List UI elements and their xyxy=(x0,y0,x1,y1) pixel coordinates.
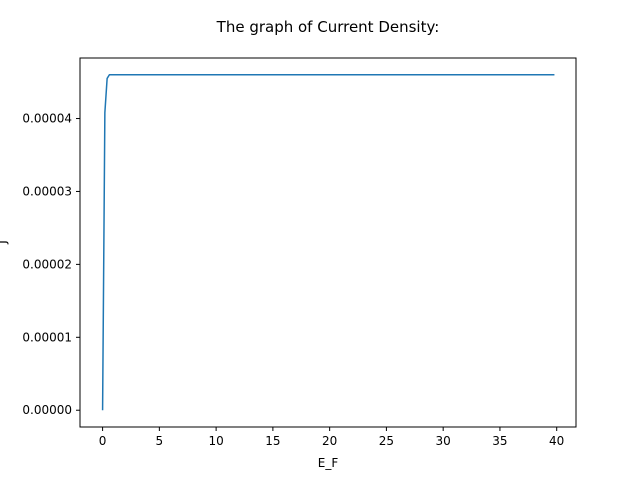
x-tick-label: 15 xyxy=(265,434,280,448)
y-tick-label: 0.00002 xyxy=(22,257,72,271)
x-tick-label: 35 xyxy=(492,434,507,448)
series-line xyxy=(101,74,555,411)
y-tick-label: 0.00004 xyxy=(22,112,72,126)
x-tick-label: 25 xyxy=(379,434,394,448)
y-axis: 0.00000 0.00001 0.00002 0.00003 0.00004 xyxy=(22,112,80,417)
y-tick-label: 0.00003 xyxy=(22,184,72,198)
x-tick-label: 30 xyxy=(436,434,451,448)
y-tick-label: 0.00001 xyxy=(22,330,72,344)
y-axis-label: J xyxy=(0,240,9,245)
x-tick-label: 20 xyxy=(322,434,337,448)
x-tick-label: 0 xyxy=(99,434,107,448)
chart-title: The graph of Current Density: xyxy=(216,18,440,36)
y-tick-label: 0.00000 xyxy=(22,403,72,417)
x-tick-label: 10 xyxy=(208,434,223,448)
x-tick-label: 40 xyxy=(549,434,564,448)
x-axis: 0 5 10 15 20 25 30 35 40 xyxy=(99,427,564,448)
x-axis-label: E_F xyxy=(318,456,339,470)
plot-frame xyxy=(79,57,577,428)
series-layer xyxy=(101,74,555,411)
x-tick-label: 5 xyxy=(156,434,164,448)
